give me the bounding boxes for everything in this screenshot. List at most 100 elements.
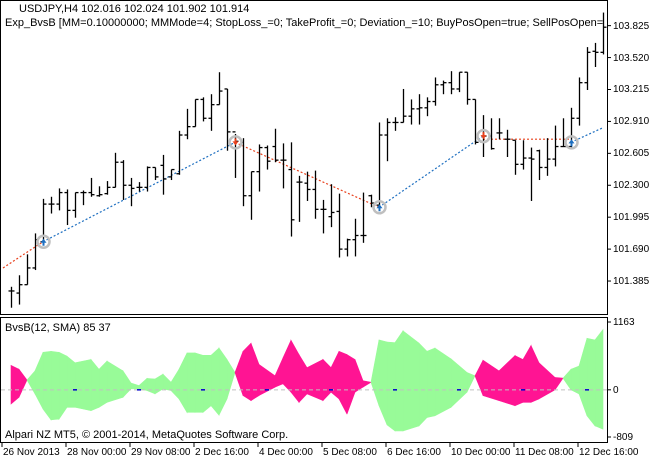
indicator-axis-label: -809 bbox=[613, 431, 634, 443]
price-panel bbox=[2, 12, 607, 308]
fill-segment-down bbox=[530, 345, 540, 403]
fill-segment-up bbox=[466, 372, 476, 393]
fill-segment-down bbox=[522, 344, 532, 403]
fill-segment-up bbox=[98, 360, 108, 408]
price-bar bbox=[288, 142, 295, 237]
fill-segment-up bbox=[594, 328, 604, 430]
price-axis-label: 102.910 bbox=[613, 116, 650, 128]
fill-segment-up bbox=[402, 330, 420, 432]
fill-segment-up bbox=[450, 358, 468, 409]
price-bar bbox=[296, 175, 303, 222]
price-bar bbox=[216, 72, 223, 106]
price-bar bbox=[328, 184, 335, 228]
fill-segment-up bbox=[370, 339, 380, 406]
signal-ring bbox=[36, 234, 51, 250]
price-panel-frame bbox=[0, 0, 608, 315]
price-bar bbox=[312, 170, 319, 219]
fill-segment-down bbox=[338, 350, 348, 415]
price-bar bbox=[136, 182, 143, 192]
signal-ring bbox=[476, 128, 491, 144]
fill-segment-down bbox=[346, 354, 356, 415]
price-bar bbox=[208, 94, 215, 131]
price-bar bbox=[440, 80, 447, 95]
chart-frame bbox=[0, 0, 611, 447]
signal-ring bbox=[228, 135, 243, 150]
price-bar bbox=[168, 168, 175, 181]
fill-segment-up bbox=[386, 341, 396, 432]
price-bar bbox=[600, 12, 607, 55]
fill-segment-up bbox=[90, 358, 100, 412]
fill-segment-up bbox=[194, 352, 204, 413]
price-bar bbox=[240, 138, 247, 207]
time-axis-label: 5 Dec 08:00 bbox=[323, 447, 377, 458]
price-bar bbox=[272, 128, 279, 163]
indicator-panel bbox=[1, 328, 607, 432]
time-axis-label: 12 Dec 16:00 bbox=[579, 447, 639, 458]
fill-segment-up bbox=[226, 358, 236, 400]
fill-segment-down bbox=[306, 359, 324, 402]
arrow-down-icon bbox=[480, 132, 487, 140]
price-bar bbox=[360, 192, 367, 243]
fill-segment-up bbox=[562, 368, 572, 391]
time-axis-label: 6 Dec 16:00 bbox=[387, 447, 441, 458]
price-bar bbox=[104, 181, 111, 195]
buy-signal bbox=[372, 199, 387, 215]
fill-segment-up bbox=[378, 339, 388, 425]
fill-segment-down bbox=[10, 364, 20, 405]
fill-segment-up bbox=[178, 352, 188, 414]
price-bar bbox=[128, 177, 135, 207]
fill-segment-down bbox=[554, 377, 564, 391]
fill-segment-up bbox=[58, 351, 68, 421]
fill-segment-up bbox=[434, 347, 452, 417]
fill-segment-up bbox=[42, 351, 52, 421]
price-bar bbox=[424, 97, 431, 117]
fill-segment-down bbox=[362, 380, 372, 388]
price-bar bbox=[8, 286, 15, 308]
sell-signal bbox=[476, 128, 491, 144]
fill-segment-up bbox=[66, 355, 76, 408]
price-bar bbox=[536, 149, 543, 181]
expert-info: Exp_BvsB [MM=0.10000000; MMMode=4; StopL… bbox=[5, 17, 603, 29]
buy-trail-line bbox=[42, 141, 236, 243]
time-axis-label: 11 Dec 08:00 bbox=[515, 447, 574, 458]
symbol-info: USDJPY,H4 102.016 102.024 101.902 101.91… bbox=[19, 3, 250, 15]
price-bar bbox=[16, 275, 23, 305]
fill-segment-up bbox=[106, 360, 124, 403]
price-bar bbox=[56, 188, 63, 211]
fill-segment-up bbox=[26, 370, 36, 395]
fill-segment-down bbox=[498, 354, 516, 407]
price-bar bbox=[144, 166, 151, 192]
price-bar bbox=[256, 144, 263, 192]
fill-segment-up bbox=[146, 378, 156, 395]
price-bar bbox=[64, 189, 71, 226]
fill-segment-down bbox=[274, 357, 284, 388]
price-bar bbox=[392, 117, 399, 131]
price-bar bbox=[504, 129, 511, 157]
fill-segment-down bbox=[298, 353, 308, 404]
price-bar bbox=[88, 177, 95, 197]
price-bar bbox=[336, 193, 343, 258]
price-bar bbox=[264, 145, 271, 170]
price-bar bbox=[96, 186, 103, 197]
price-axis-label: 102.300 bbox=[613, 180, 650, 192]
price-bar bbox=[528, 147, 535, 201]
price-bar bbox=[384, 118, 391, 162]
fill-segment-down bbox=[258, 363, 276, 397]
fill-segment-down bbox=[242, 342, 252, 402]
price-axis-label: 103.215 bbox=[613, 84, 650, 96]
sell-signal bbox=[228, 135, 243, 150]
time-axis-label: 26 Nov 2013 bbox=[3, 447, 60, 458]
fill-segment-down bbox=[514, 355, 524, 407]
arrow-up-icon bbox=[376, 204, 383, 212]
price-bar bbox=[472, 98, 479, 145]
fill-segment-up bbox=[122, 369, 132, 398]
price-bar bbox=[512, 139, 519, 175]
fill-segment-up bbox=[74, 359, 92, 412]
price-bar bbox=[520, 140, 527, 170]
price-axis-label: 102.605 bbox=[613, 148, 650, 160]
price-bar bbox=[576, 77, 583, 126]
fill-segment-up bbox=[418, 342, 428, 427]
fill-segment-up bbox=[34, 352, 44, 410]
arrow-up-icon bbox=[40, 238, 47, 246]
buy-signal bbox=[36, 234, 51, 250]
